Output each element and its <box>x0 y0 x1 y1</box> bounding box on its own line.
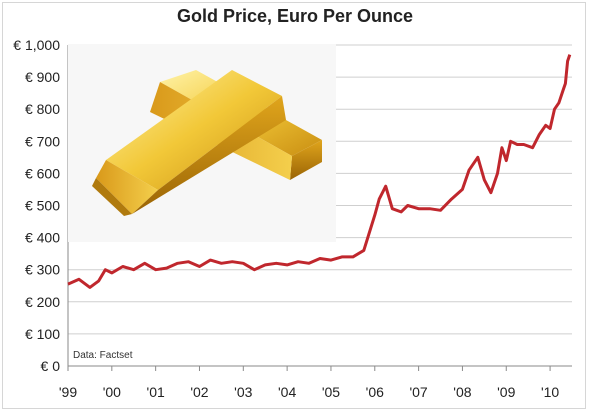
y-tick-label: € 900 <box>25 69 60 85</box>
y-tick-label: € 700 <box>25 133 60 149</box>
y-tick-label: € 400 <box>25 230 60 246</box>
x-tick-label: '07 <box>409 384 427 400</box>
x-axis-ticks: '99 '00 '01 '02 '03 '04 '05 '06 '07 '08 '09 '10 <box>59 366 559 400</box>
source-note: Data: Factset <box>73 350 133 361</box>
y-tick-label: € 0 <box>41 358 61 374</box>
y-tick-label: € 1,000 <box>13 37 60 53</box>
x-tick-label: '06 <box>366 384 384 400</box>
series-line <box>67 54 572 289</box>
gold-bars-image <box>68 44 336 242</box>
chart-title: Gold Price, Euro Per Ounce <box>176 6 414 26</box>
x-tick-label: '03 <box>234 384 252 400</box>
y-axis-ticks: € 0 € 100 € 200 € 300 € 400 € 500 € 600 € 700 € … <box>13 37 60 374</box>
x-tick-label: '02 <box>190 384 208 400</box>
x-tick-label: '08 <box>453 384 471 400</box>
y-tick-label: € 500 <box>25 198 60 214</box>
y-tick-label: € 200 <box>25 294 60 310</box>
y-tick-label: € 100 <box>25 326 60 342</box>
x-tick-label: '01 <box>147 384 165 400</box>
x-tick-label: '05 <box>322 384 340 400</box>
y-tick-label: € 600 <box>25 165 60 181</box>
x-tick-label: '00 <box>103 384 121 400</box>
x-tick-label: '09 <box>497 384 515 400</box>
y-tick-label: € 800 <box>25 101 60 117</box>
x-tick-label: '04 <box>278 384 296 400</box>
gold-price-series <box>67 54 572 289</box>
x-tick-label: '99 <box>59 384 77 400</box>
x-tick-label: '10 <box>541 384 559 400</box>
y-tick-label: € 300 <box>25 262 60 278</box>
